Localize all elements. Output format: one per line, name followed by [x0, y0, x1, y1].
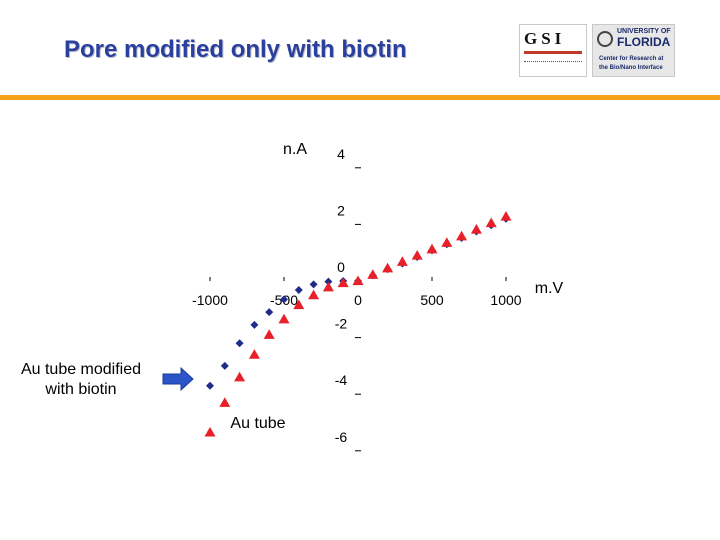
y-tick-label-0: 4	[337, 146, 345, 162]
slide-title: Pore modified only with biotin	[64, 36, 407, 63]
au-tube-point-18	[470, 223, 482, 234]
x-tick-label-4: 1000	[490, 292, 521, 308]
annotation-au-tube: Au tube	[230, 415, 286, 432]
au-tube-point-11	[367, 269, 379, 279]
x-tick-label-3: 500	[420, 292, 444, 308]
au-tube-point-6	[293, 299, 305, 310]
university-of-florida-logo: UNIVERSITY OF FLORIDA Center for Researc…	[592, 24, 675, 77]
y-tick-label-5: -6	[335, 429, 348, 445]
au-tube-point-10	[352, 275, 364, 286]
au-tube-biotin-point-4	[265, 308, 274, 317]
au-tube-biotin-point-7	[309, 280, 318, 289]
gsi-logo-bar	[524, 51, 582, 54]
au-tube-point-13	[396, 256, 408, 266]
chart-tick-labels: -1000-50005001000420-2-4-6n.Am.V	[192, 141, 563, 445]
au-tube-biotin-point-8	[324, 277, 333, 286]
au-tube-point-14	[411, 250, 423, 260]
au-tube-point-5	[278, 313, 290, 324]
au-tube-biotin-point-5	[280, 295, 288, 304]
au-tube-point-9	[337, 277, 349, 288]
annotation-arrow-icon	[162, 366, 194, 392]
annotation-au-tube-biotin-line-2: with biotin	[45, 381, 117, 398]
au-tube-point-15	[426, 243, 438, 254]
x-tick-label-2: 0	[354, 292, 362, 308]
uf-logo-line-2: the Bio/Nano Interface	[599, 65, 663, 71]
x-tick-label-0: -1000	[192, 292, 228, 308]
uf-logo-small-text: UNIVERSITY OF	[617, 28, 671, 35]
au-tube-biotin-point-1	[220, 361, 229, 370]
au-tube-point-19	[485, 217, 497, 228]
x-axis-title: m.V	[535, 280, 564, 297]
y-tick-label-4: -4	[335, 372, 348, 388]
gsi-logo-underline	[524, 61, 582, 63]
chart-arrow-layer	[162, 366, 194, 392]
uf-logo-line-1: Center for Research at	[599, 56, 664, 62]
au-tube-point-12	[382, 262, 394, 273]
au-tube-point-3	[248, 349, 260, 359]
gsi-logo: GSI	[519, 24, 587, 77]
au-tube-biotin-point-6	[294, 286, 303, 295]
au-tube-point-20	[500, 210, 512, 221]
annotation-au-tube-biotin: Au tube modified with biotin	[2, 360, 160, 400]
y-tick-label-3: -2	[335, 316, 348, 332]
gsi-logo-text: GSI	[524, 29, 566, 48]
chart-axes	[209, 167, 507, 452]
accent-divider	[0, 95, 720, 100]
au-tube-point-2	[234, 371, 246, 382]
y-tick-label-1: 2	[337, 202, 345, 218]
au-tube-point-7	[308, 289, 320, 300]
au-tube-point-4	[263, 329, 275, 339]
au-tube-biotin-point-2	[235, 339, 244, 348]
au-tube-point-17	[456, 230, 468, 241]
au-tube-biotin-point-0	[206, 381, 214, 390]
au-tube-point-0	[204, 426, 216, 437]
chart-marks	[204, 210, 512, 437]
uf-seal-icon	[597, 31, 613, 47]
au-tube-point-1	[219, 397, 231, 407]
y-axis-title: n.A	[283, 141, 307, 158]
annotation-au-tube-biotin-line-1: Au tube modified	[20, 361, 142, 378]
au-tube-biotin-point-3	[250, 320, 259, 329]
au-tube-point-8	[322, 281, 334, 292]
uf-logo-big-text: FLORIDA	[617, 35, 671, 49]
y-tick-label-2: 0	[337, 259, 345, 275]
au-tube-point-16	[441, 237, 453, 247]
